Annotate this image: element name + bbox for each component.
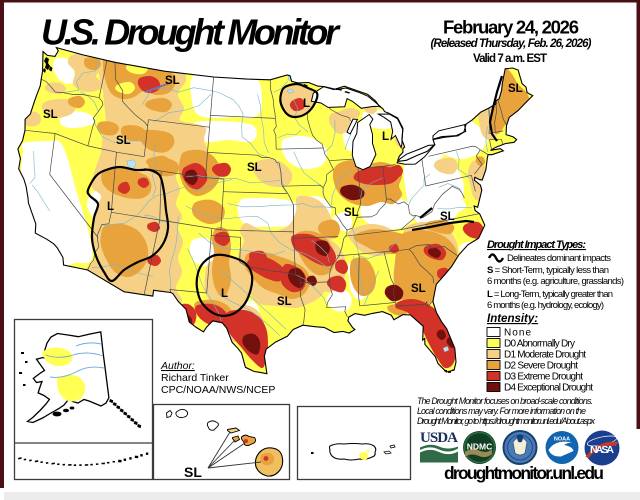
- svg-text:NDMC: NDMC: [467, 442, 493, 452]
- svg-text:L: L: [107, 201, 114, 213]
- svg-text:Richard Tinker: Richard Tinker: [161, 372, 229, 384]
- svg-text:The Drought Monitor focuses on: The Drought Monitor focuses on broad-sca…: [417, 396, 593, 406]
- svg-text:D4 Exceptional Drought: D4 Exceptional Drought: [504, 383, 593, 394]
- svg-text:February 24, 2026: February 24, 2026: [443, 17, 579, 38]
- svg-text:S = Short-Term, typically less: S = Short-Term, typically less than: [487, 265, 609, 276]
- svg-text:SL: SL: [116, 135, 131, 147]
- svg-text:SL: SL: [277, 296, 292, 308]
- svg-text:SL: SL: [247, 162, 262, 174]
- svg-text:droughtmonitor.unl.edu: droughtmonitor.unl.edu: [444, 463, 604, 483]
- svg-text:L: L: [382, 131, 389, 143]
- svg-text:Drought Impact Types:: Drought Impact Types:: [487, 239, 586, 251]
- svg-text:L: L: [221, 288, 228, 300]
- svg-text:L: L: [303, 98, 310, 110]
- svg-text:NASA: NASA: [590, 444, 614, 456]
- svg-text:Author:: Author:: [160, 360, 195, 372]
- svg-text:CPC/NOAA/NWS/NCEP: CPC/NOAA/NWS/NCEP: [161, 384, 275, 396]
- svg-text:(Released Thursday, Feb. 26, 2: (Released Thursday, Feb. 26, 2026): [431, 38, 592, 50]
- svg-text:SL: SL: [440, 211, 455, 223]
- svg-text:Delineates dominant impacts: Delineates dominant impacts: [507, 253, 611, 264]
- svg-text:SL: SL: [43, 109, 58, 121]
- svg-text:Valid 7 a.m. EST: Valid 7 a.m. EST: [473, 53, 547, 65]
- svg-text:6 months (e.g. hydrology, ecol: 6 months (e.g. hydrology, ecology): [487, 300, 604, 311]
- svg-text:SL: SL: [344, 207, 359, 219]
- svg-text:D3 Extreme Drought: D3 Extreme Drought: [504, 372, 583, 383]
- svg-text:NOAA: NOAA: [554, 437, 570, 443]
- svg-text:SL: SL: [411, 283, 426, 295]
- svg-text:D0 Abnormally Dry: D0 Abnormally Dry: [504, 339, 575, 350]
- svg-text:6 months (e.g. agriculture, gr: 6 months (e.g. agriculture, grasslands): [487, 276, 624, 287]
- svg-text:None: None: [504, 328, 531, 339]
- svg-text:L = Long-Term, typically great: L = Long-Term, typically greater than: [487, 289, 613, 300]
- svg-text:D1 Moderate Drought: D1 Moderate Drought: [504, 350, 586, 361]
- svg-text:D2 Severe Drought: D2 Severe Drought: [504, 361, 578, 372]
- svg-text:SL: SL: [508, 83, 523, 95]
- svg-text:Intensity:: Intensity:: [487, 313, 538, 325]
- svg-text:SL: SL: [165, 75, 180, 87]
- svg-text:Drought Monitor, go to https:/: Drought Monitor, go to https://droughtmo…: [417, 416, 596, 426]
- svg-text:U.S. Drought Monitor: U.S. Drought Monitor: [41, 12, 341, 53]
- svg-text:USDA: USDA: [420, 430, 458, 446]
- svg-text:SL: SL: [184, 464, 202, 480]
- svg-text:Local conditions may vary. For: Local conditions may vary. For more info…: [417, 406, 586, 416]
